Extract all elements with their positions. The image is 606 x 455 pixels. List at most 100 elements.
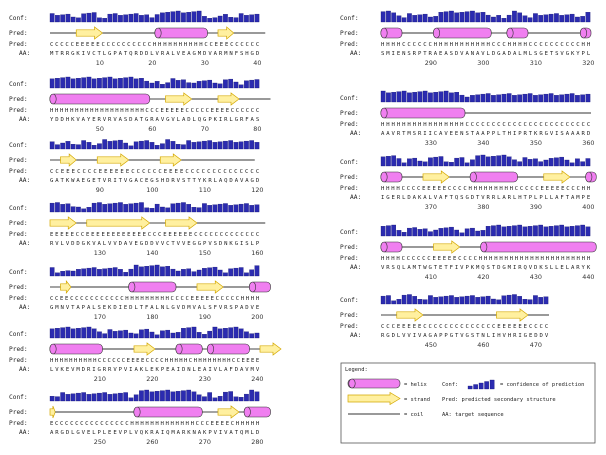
confidence-bar	[170, 141, 176, 150]
confidence-bar	[422, 228, 428, 237]
conf-label: Conf:	[340, 95, 359, 102]
legend-conf-label: Conf:	[442, 382, 458, 388]
position-tick: 380	[477, 203, 489, 211]
helix-segment-cap	[585, 171, 593, 183]
confidence-bar	[244, 272, 249, 277]
confidence-bar	[76, 144, 81, 150]
confidence-bar	[391, 12, 396, 23]
confidence-bar	[254, 13, 260, 23]
conf-label: Conf:	[9, 81, 28, 88]
confidence-bar	[480, 93, 486, 103]
confidence-bar	[112, 202, 118, 213]
strand-segment	[75, 26, 104, 40]
helix-segment	[49, 93, 151, 105]
position-tick: 90	[96, 186, 104, 194]
confidence-bar	[128, 203, 134, 213]
confidence-bar	[86, 267, 92, 277]
confidence-bar	[128, 76, 134, 89]
confidence-bar	[228, 391, 233, 402]
confidence-bars	[380, 224, 591, 237]
confidence-bar	[86, 394, 92, 402]
confidence-bar	[543, 159, 549, 167]
confidence-bar	[107, 13, 113, 23]
confidence-bar	[175, 270, 181, 277]
confidence-bar	[107, 329, 113, 339]
confidence-bar	[564, 14, 570, 23]
confidence-bar	[475, 94, 480, 103]
confidence-bar	[81, 13, 86, 23]
confidence-bar	[65, 13, 71, 23]
confidence-bar	[454, 12, 459, 23]
confidence-bar	[217, 396, 223, 402]
confidence-bar	[533, 95, 538, 103]
confidence-bar	[191, 11, 197, 23]
position-tick: 310	[530, 59, 542, 67]
confidence-bar	[506, 294, 512, 305]
confidence-bar	[76, 392, 81, 402]
position-tick: 370	[425, 203, 437, 211]
confidence-bar	[139, 390, 144, 402]
confidence-bar	[55, 202, 60, 213]
confidence-bar	[175, 332, 181, 339]
confidence-bar	[433, 229, 438, 237]
conf-label: Conf:	[340, 229, 359, 236]
position-tick: 40	[253, 59, 261, 67]
position-tick: 400	[582, 203, 594, 211]
prediction-string: HHHHCCCCEEEEECCCCHHHHHHHHHCCCCCEEEEECCCH…	[381, 186, 590, 192]
confidence-bar	[154, 203, 160, 213]
prediction-string: HHHHHHHHHHHHHHHHCCCCCCCCCCCCCCCCCCCCCCCC	[381, 122, 590, 128]
confidence-bar	[49, 396, 55, 402]
strand-segment	[396, 308, 424, 322]
confidence-bar	[254, 391, 260, 402]
confidence-bar	[407, 227, 412, 237]
confidence-bar	[107, 394, 113, 402]
confidence-bar	[412, 157, 417, 167]
confidence-bar	[391, 224, 396, 237]
helix-segment-cap	[506, 27, 514, 39]
confidence-bar	[196, 81, 202, 89]
confidence-bar	[81, 208, 86, 213]
secondary-structure-track	[381, 308, 549, 322]
confidence-bar	[228, 205, 233, 213]
confidence-bar	[202, 80, 207, 89]
aa-label: AA:	[19, 177, 30, 184]
confidence-bar	[107, 76, 113, 89]
confidence-bar	[70, 78, 76, 89]
confidence-bar	[543, 296, 549, 305]
confidence-bar	[443, 11, 449, 23]
confidence-bar	[491, 16, 496, 23]
prediction-string: CCEECCCCCCCCCCCHHHHHHHHHCCCCEEEEECCCCCHH…	[50, 296, 259, 302]
confidence-bar	[233, 396, 239, 402]
confidence-bar	[501, 93, 507, 103]
position-tick: 110	[199, 186, 211, 194]
confidence-bar	[207, 330, 212, 339]
position-tick: 120	[251, 186, 263, 194]
confidence-bar	[186, 389, 191, 402]
confidence-bar	[249, 205, 254, 213]
prediction-block: Conf: Pred: Pred: AA: HHHHHHHHHHHHHHHHCCCCCC…	[340, 90, 594, 147]
position-tick: 340	[477, 139, 489, 147]
confidence-bar	[517, 161, 522, 167]
confidence-bar	[133, 78, 139, 89]
confidence-bar	[538, 297, 543, 305]
confidence-bar	[107, 267, 113, 277]
confidence-bar	[160, 84, 165, 89]
position-tick: 230	[199, 375, 211, 383]
confidence-bar	[496, 94, 501, 103]
confidence-bar	[170, 268, 176, 277]
position-tick: 200	[251, 313, 263, 321]
confidence-bar	[449, 226, 454, 237]
confidence-bar	[396, 299, 402, 305]
confidence-bar	[181, 144, 186, 150]
confidence-bar	[60, 327, 65, 339]
confidence-bar	[506, 93, 512, 103]
confidence-bar	[149, 391, 155, 402]
confidence-bar	[65, 141, 71, 150]
confidence-bars	[49, 389, 260, 402]
strand-segment	[217, 92, 240, 106]
confidence-bar	[443, 161, 449, 167]
strand-segment	[433, 240, 461, 254]
helix-segment	[480, 241, 597, 253]
aa-label: AA:	[19, 304, 30, 311]
amino-acid-sequence: RGDLVVIVAGAPPGTVGSTNLIHVHRIGEDDV	[381, 333, 549, 339]
